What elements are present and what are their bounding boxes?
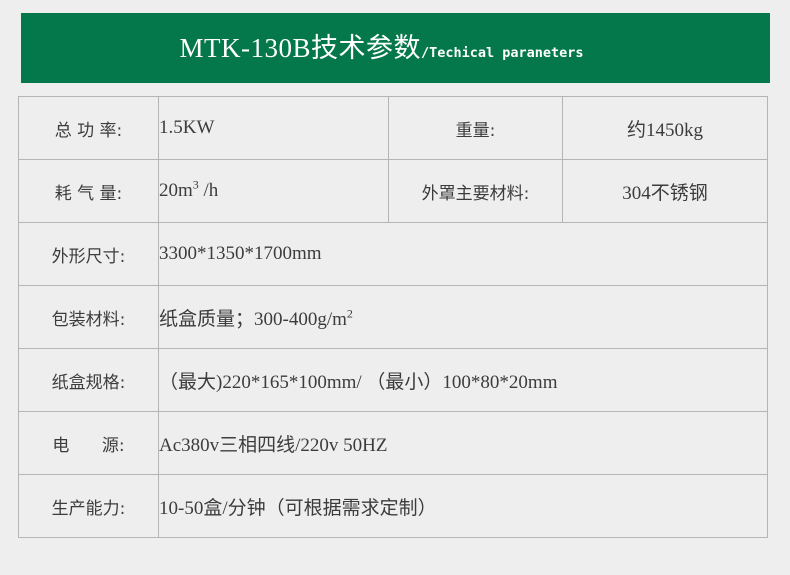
banner-title-main: MTK-130B技术参数 (179, 32, 421, 63)
packing-material-superscript: 2 (346, 306, 353, 321)
spec-value-capacity: 10-50盒/分钟（可根据需求定制） (158, 474, 768, 538)
spec-value-power-supply: Ac380v三相四线/220v 50HZ (158, 411, 768, 475)
air-consumption-prefix: 20m (159, 180, 193, 201)
spec-label-air-consumption: 耗 气 量: (18, 159, 159, 223)
air-consumption-suffix: /h (198, 180, 219, 201)
spec-label-dimensions: 外形尺寸: (18, 222, 159, 286)
table-row: 生产能力: 10-50盒/分钟（可根据需求定制） (18, 474, 768, 538)
spec-label-carton-size: 纸盒规格: (18, 348, 159, 412)
table-row: 耗 气 量: 20m3 /h 外罩主要材料: 304不锈钢 (18, 159, 768, 223)
spec-value-packing-material: 纸盒质量；300-400g/m2 (158, 285, 768, 349)
banner-title-subtitle: /Techical paraneters (420, 44, 584, 61)
spec-value-dimensions: 3300*1350*1700mm (158, 222, 768, 286)
banner-header: MTK-130B技术参数 /Techical paraneters (21, 13, 770, 83)
specifications-table: 总 功 率: 1.5KW 重量: 约1450kg 耗 气 量: 20m3 /h … (18, 96, 768, 538)
spec-value-carton-size: （最大)220*165*100mm/ （最小）100*80*20mm (158, 348, 768, 412)
air-consumption-superscript: 3 (192, 177, 199, 192)
banner-title: MTK-130B技术参数 /Techical paraneters (179, 32, 584, 63)
spec-value-weight: 约1450kg (562, 96, 768, 160)
packing-material-prefix: 纸盒质量；300-400g/m (159, 308, 347, 330)
table-row: 总 功 率: 1.5KW 重量: 约1450kg (18, 96, 768, 160)
spec-value-total-power: 1.5KW (158, 96, 389, 160)
spec-value-air-consumption: 20m3 /h (158, 159, 389, 223)
spec-label-packing-material: 包装材料: (18, 285, 159, 349)
table-row: 纸盒规格: （最大)220*165*100mm/ （最小）100*80*20mm (18, 348, 768, 412)
spec-value-cover-material: 304不锈钢 (562, 159, 768, 223)
spec-label-total-power: 总 功 率: (18, 96, 159, 160)
table-row: 电 源: Ac380v三相四线/220v 50HZ (18, 411, 768, 475)
table-row: 包装材料: 纸盒质量；300-400g/m2 (18, 285, 768, 349)
spec-label-capacity: 生产能力: (18, 474, 159, 538)
spec-label-power-supply: 电 源: (18, 411, 159, 475)
table-row: 外形尺寸: 3300*1350*1700mm (18, 222, 768, 286)
spec-label-cover-material: 外罩主要材料: (388, 159, 563, 223)
spec-label-weight: 重量: (388, 96, 563, 160)
